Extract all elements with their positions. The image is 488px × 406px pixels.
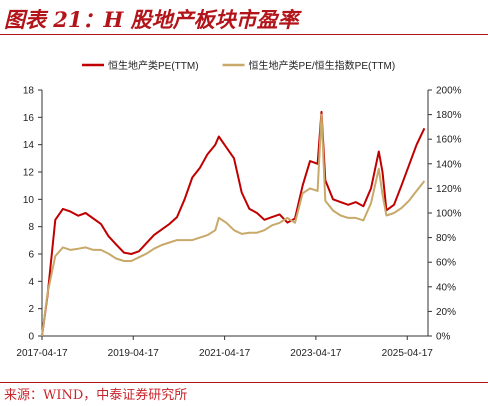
right-y-tick-label: 20% (436, 307, 456, 318)
pe-line-chart: 0246810121416180%20%40%60%80%100%120%140… (16, 59, 462, 359)
left-y-tick-label: 18 (23, 86, 35, 97)
source-note: 来源：WIND，中泰证券研究所 (4, 388, 188, 403)
title-divider (0, 34, 488, 35)
series-line-property-pe (41, 110, 426, 337)
right-y-tick-label: 120% (436, 184, 462, 195)
left-y-tick-label: 16 (23, 113, 35, 124)
x-tick-label: 2017-04-17 (16, 348, 68, 359)
x-tick-label: 2021-04-17 (199, 348, 251, 359)
right-y-tick-label: 60% (436, 258, 456, 269)
right-y-tick-label: 140% (436, 159, 462, 170)
right-y-tick-label: 160% (436, 135, 462, 146)
right-y-tick-label: 0% (436, 332, 451, 343)
right-y-tick-label: 200% (436, 86, 462, 97)
right-y-tick-label: 40% (436, 282, 456, 293)
left-y-tick-label: 10 (23, 195, 35, 206)
left-y-tick-label: 12 (23, 168, 35, 179)
source-divider (0, 382, 488, 383)
left-y-tick-label: 0 (28, 332, 34, 343)
left-y-tick-label: 8 (28, 222, 34, 233)
right-y-tick-label: 80% (436, 233, 456, 244)
figure-header: 图表 21：H 股地产板块市盈率 (0, 0, 488, 40)
legend-label: 恒生地产类PE/恒生指数PE(TTM) (249, 59, 396, 72)
right-y-tick-label: 180% (436, 110, 462, 121)
legend-label: 恒生地产类PE(TTM) (108, 59, 199, 72)
x-tick-label: 2019-04-17 (108, 348, 160, 359)
left-y-tick-label: 2 (28, 304, 34, 315)
series-line-relative-pe (41, 113, 426, 337)
chart-container: 0 2 4 6 8 10 12 14 16 18 0% 20% 40% 60% 80% 100% 120% 140… (0, 40, 488, 370)
left-y-tick-label: 4 (28, 277, 34, 288)
x-tick-label: 2025-04-17 (382, 348, 434, 359)
left-y-tick-label: 6 (28, 250, 34, 261)
figure-title: 图表 21：H 股地产板块市盈率 (4, 7, 299, 32)
left-y-tick-label: 14 (23, 140, 35, 151)
x-tick-label: 2023-04-17 (290, 348, 342, 359)
right-y-tick-label: 100% (436, 209, 462, 220)
